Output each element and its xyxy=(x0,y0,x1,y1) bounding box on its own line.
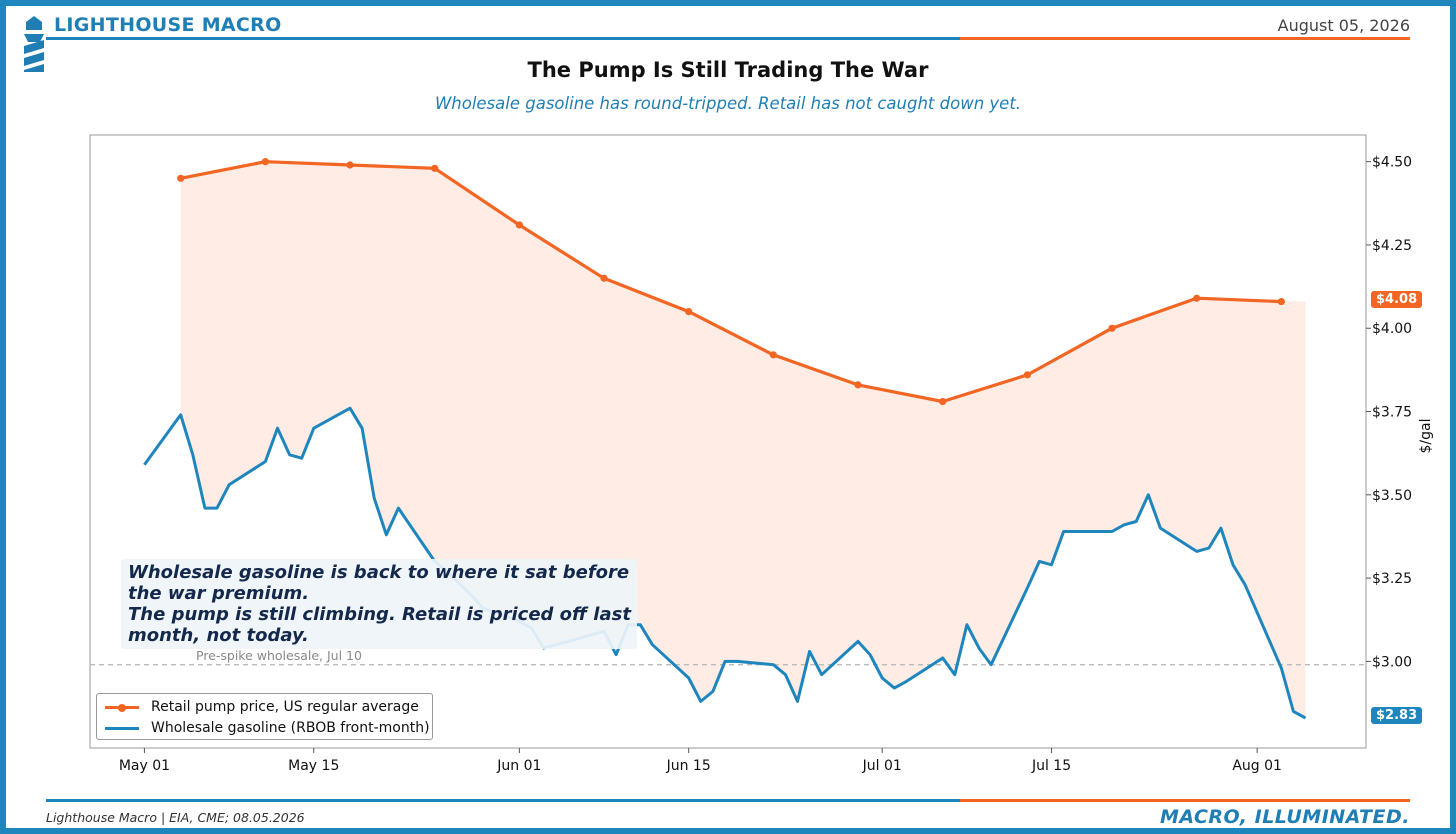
retail-series-markers xyxy=(177,158,1285,406)
retail-point xyxy=(431,164,439,172)
retail-point xyxy=(769,351,777,359)
retail-point xyxy=(854,381,862,389)
retail-point xyxy=(685,307,693,316)
retail-point xyxy=(600,274,608,282)
annotation-line-4: month, not today. xyxy=(128,625,309,646)
chart-subtitle: Wholesale gasoline has round-tripped. Re… xyxy=(434,94,1022,113)
wholesale-series-line xyxy=(143,406,1307,720)
chart-title: The Pump Is Still Trading The War xyxy=(527,58,929,82)
y-tick-label: $3.50 xyxy=(1372,488,1412,504)
x-tick-label: Jun 15 xyxy=(666,758,711,774)
chart-legend: Retail pump price, US regular average Wh… xyxy=(96,693,433,740)
retail-end-value-badge: $4.08 xyxy=(1371,290,1423,308)
x-tick-label: May 15 xyxy=(288,758,339,774)
lighthouse-icon xyxy=(24,16,44,72)
y-axis-label: $/gal xyxy=(1418,418,1434,454)
footer-rule-orange xyxy=(960,799,1410,802)
header-rule-blue xyxy=(46,37,960,40)
y-tick-label: $4.50 xyxy=(1372,155,1412,171)
annotation-line-3: The pump is still climbing. Retail is pr… xyxy=(128,604,631,625)
x-tick-label: Jul 15 xyxy=(1031,758,1071,774)
retail-point xyxy=(1023,371,1031,379)
retail-series-line xyxy=(180,160,1282,404)
y-tick-label: $3.75 xyxy=(1372,405,1412,421)
retail-point xyxy=(1193,294,1201,302)
legend-label-wholesale: Wholesale gasoline (RBOB front-month) xyxy=(151,720,430,736)
legend-swatch-wholesale xyxy=(105,721,139,735)
report-date: August 05, 2026 xyxy=(1277,16,1410,35)
y-tick-label: $3.00 xyxy=(1372,654,1412,670)
plot-area-border xyxy=(89,134,1367,749)
annotation-line-1: Wholesale gasoline is back to where it s… xyxy=(128,562,630,583)
retail-point xyxy=(939,397,947,406)
x-axis: May 01 May 15 Jun 01 Jun 15 Jul 01 Jul 15 Aug … xyxy=(119,748,1282,774)
x-tick-label: May 01 xyxy=(119,758,170,774)
x-tick-label: Jun 01 xyxy=(496,758,541,774)
retail-point xyxy=(515,221,523,229)
retail-point xyxy=(1277,297,1285,306)
legend-swatch-retail xyxy=(105,700,139,714)
y-axis: $3.00 $3.25 $3.50 $3.75 $4.00 $4.25 $4.50 xyxy=(1366,155,1412,670)
retail-point xyxy=(346,161,354,169)
source-note: Lighthouse Macro | EIA, CME; 08.05.2026 xyxy=(46,810,305,825)
footer-rule-blue xyxy=(46,799,960,802)
x-tick-label: Jul 01 xyxy=(862,758,902,774)
y-tick-label: $4.00 xyxy=(1372,321,1412,337)
legend-item-wholesale: Wholesale gasoline (RBOB front-month) xyxy=(105,718,430,738)
retail-point xyxy=(1108,324,1116,332)
legend-item-retail: Retail pump price, US regular average xyxy=(105,697,419,717)
header-rule-orange xyxy=(960,37,1410,40)
annotation-line-2: the war premium. xyxy=(128,583,310,604)
x-tick-label: Aug 01 xyxy=(1232,758,1282,774)
legend-label-retail: Retail pump price, US regular average xyxy=(151,699,419,715)
annotation-text: Wholesale gasoline is back to where it s… xyxy=(128,562,648,646)
retail-point xyxy=(177,174,185,182)
tagline: MACRO, ILLUMINATED. xyxy=(1159,806,1410,828)
y-tick-label: $4.25 xyxy=(1372,238,1412,254)
wholesale-end-value-badge: $2.83 xyxy=(1371,707,1423,725)
reference-line-label: Pre-spike wholesale, Jul 10 xyxy=(196,648,362,663)
y-tick-label: $3.25 xyxy=(1372,571,1412,587)
retail-point xyxy=(261,158,269,166)
annotation-box xyxy=(121,559,637,649)
brand-name: LIGHTHOUSE MACRO xyxy=(54,14,282,36)
